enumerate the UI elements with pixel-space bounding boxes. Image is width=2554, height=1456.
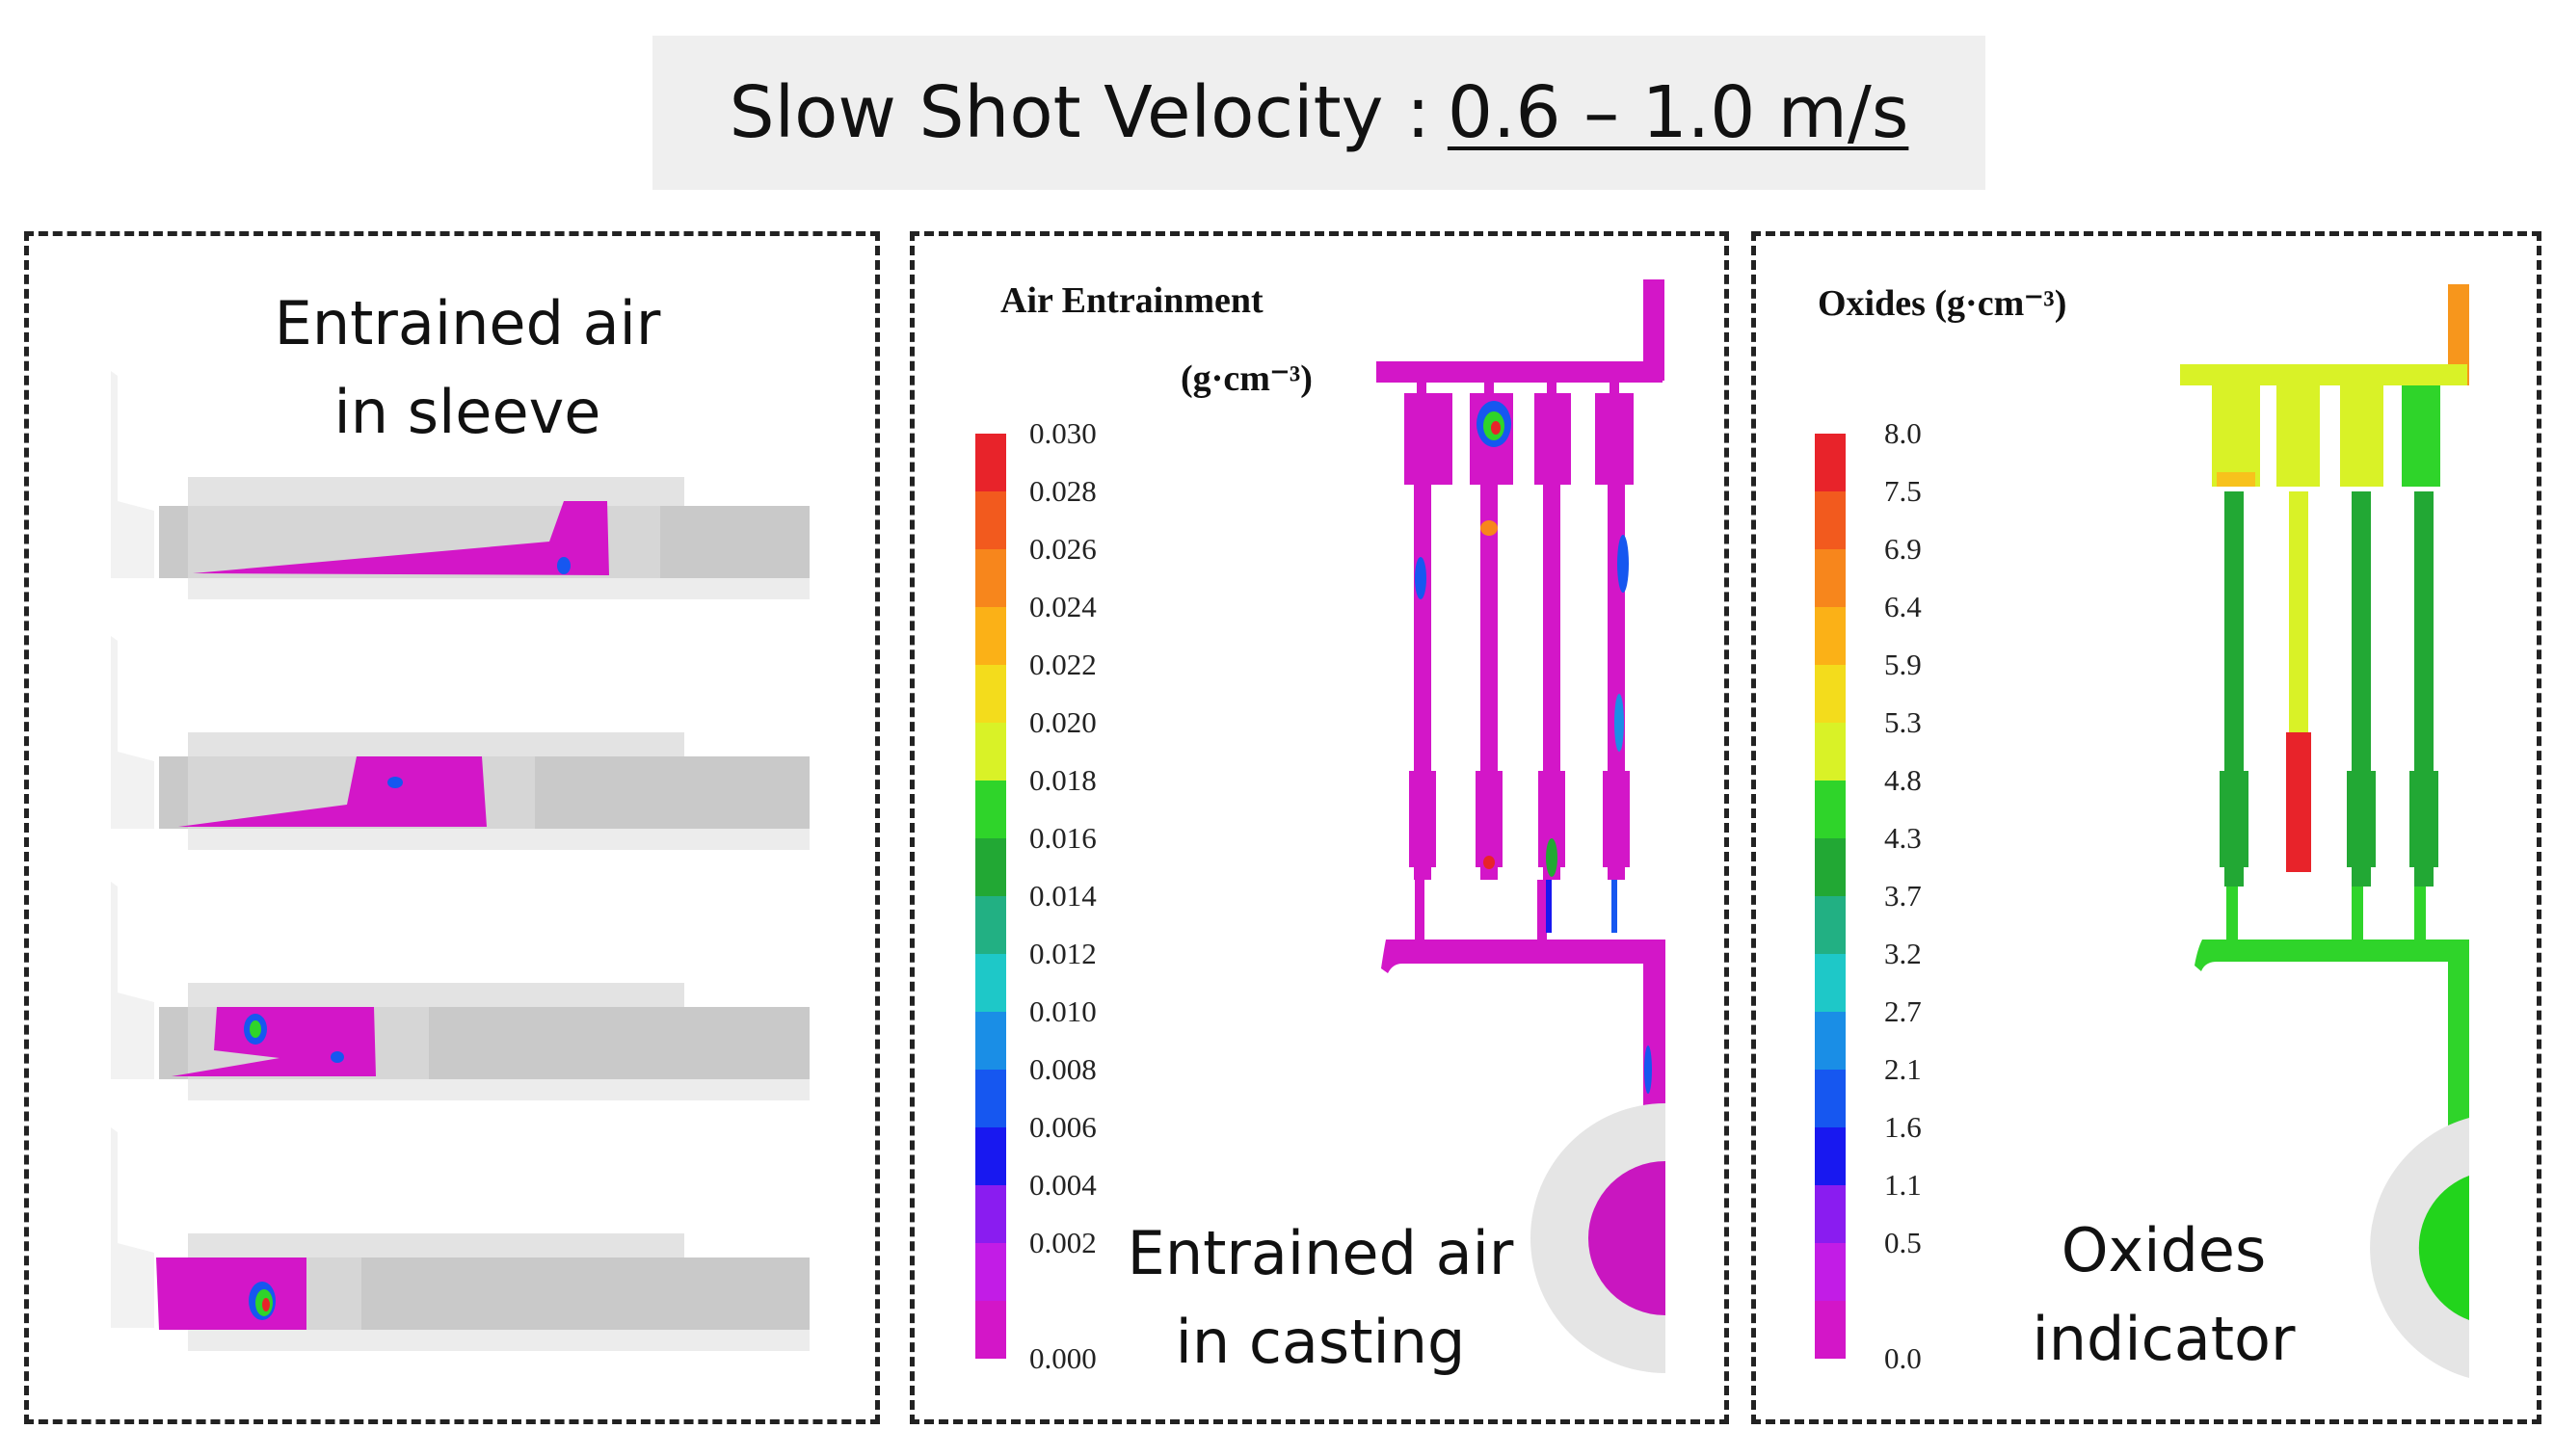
- air-tick-label: 0.030: [1029, 416, 1097, 450]
- sleeve-caption: Entrained air in sleeve: [193, 279, 742, 457]
- title-label: Slow Shot Velocity :: [729, 71, 1430, 154]
- air-tick-label: 0.014: [1029, 879, 1097, 913]
- oxides-tick-label: 3.7: [1884, 879, 1922, 913]
- air-colorbar-segment: [975, 1243, 1006, 1301]
- air-tick-label: 0.018: [1029, 763, 1097, 797]
- oxides-colorbar-segment: [1815, 1185, 1846, 1243]
- oxides-caption-line2: indicator: [2032, 1304, 2296, 1374]
- air-colorbar-segment: [975, 781, 1006, 838]
- oxides-caption-line1: Oxides: [2061, 1215, 2267, 1285]
- air-colorbar-segment: [975, 434, 1006, 491]
- air-panel: [910, 231, 1729, 1424]
- air-colorbar-segment: [975, 723, 1006, 781]
- oxides-tick-label: 5.3: [1884, 705, 1922, 739]
- oxides-tick-label: 6.4: [1884, 590, 1922, 623]
- air-colorbar-segment: [975, 665, 1006, 723]
- sleeve-stage-2: [111, 636, 810, 850]
- oxides-colorbar-segment: [1815, 1243, 1846, 1301]
- oxides-tick-label: 1.6: [1884, 1110, 1922, 1144]
- air-tick-label: 0.004: [1029, 1168, 1097, 1202]
- air-tick-label: 0.028: [1029, 474, 1097, 508]
- air-caption-line1: Entrained air: [1127, 1218, 1514, 1288]
- oxides-panel: [1751, 231, 2541, 1424]
- air-caption: Entrained air in casting: [1108, 1209, 1532, 1387]
- oxides-colorbar-segment: [1815, 491, 1846, 549]
- oxides-colorbar-segment: [1815, 1301, 1846, 1359]
- oxides-colorbar-segment: [1815, 723, 1846, 781]
- oxides-tick-label: 5.9: [1884, 648, 1922, 681]
- oxides-colorbar-segment: [1815, 434, 1846, 491]
- oxides-colorbar-segment: [1815, 549, 1846, 607]
- air-colorbar-segment: [975, 1301, 1006, 1359]
- air-tick-label: 0.012: [1029, 937, 1097, 970]
- oxides-tick-label: 4.8: [1884, 763, 1922, 797]
- oxides-colorbar-segment: [1815, 954, 1846, 1012]
- oxides-colorbar-segment: [1815, 781, 1846, 838]
- oxides-tick-label: 7.5: [1884, 474, 1922, 508]
- air-legend-unit: (g·cm⁻³): [1181, 358, 1313, 399]
- oxides-tick-label: 0.0: [1884, 1341, 1922, 1375]
- oxides-colorbar-segment: [1815, 665, 1846, 723]
- oxides-tick-label: 4.3: [1884, 821, 1922, 855]
- oxides-tick-label: 3.2: [1884, 937, 1922, 970]
- sleeve-stage-3: [111, 882, 810, 1100]
- oxides-tick-label: 1.1: [1884, 1168, 1922, 1202]
- air-legend-title: Air Entrainment: [1000, 280, 1264, 321]
- oxides-tick-label: 2.1: [1884, 1052, 1922, 1086]
- air-tick-label: 0.000: [1029, 1341, 1097, 1375]
- title-value: 0.6 – 1.0 m/s: [1447, 71, 1909, 154]
- air-tick-label: 0.006: [1029, 1110, 1097, 1144]
- sleeve-stage-4: [111, 1127, 810, 1351]
- air-colorbar-segment: [975, 1070, 1006, 1127]
- oxides-colorbar-segment: [1815, 1012, 1846, 1070]
- oxides-tick-label: 0.5: [1884, 1226, 1922, 1259]
- air-tick-label: 0.008: [1029, 1052, 1097, 1086]
- air-colorbar-segment: [975, 896, 1006, 954]
- oxides-caption: Oxides indicator: [1947, 1206, 2381, 1384]
- oxides-colorbar-segment: [1815, 896, 1846, 954]
- air-tick-label: 0.016: [1029, 821, 1097, 855]
- oxides-colorbar-segment: [1815, 838, 1846, 896]
- oxides-legend-title: Oxides (g·cm⁻³): [1818, 283, 2067, 324]
- air-tick-label: 0.020: [1029, 705, 1097, 739]
- title-box: Slow Shot Velocity : 0.6 – 1.0 m/s: [652, 36, 1985, 190]
- air-tick-label: 0.010: [1029, 994, 1097, 1028]
- air-colorbar-segment: [975, 954, 1006, 1012]
- oxides-colorbar-segment: [1815, 607, 1846, 665]
- air-tick-label: 0.002: [1029, 1226, 1097, 1259]
- oxides-tick-label: 6.9: [1884, 532, 1922, 566]
- sleeve-panel: [24, 231, 880, 1424]
- air-colorbar-segment: [975, 491, 1006, 549]
- sleeve-caption-line2: in sleeve: [333, 377, 601, 447]
- oxides-tick-label: 2.7: [1884, 994, 1922, 1028]
- air-caption-line2: in casting: [1175, 1307, 1466, 1377]
- air-colorbar-segment: [975, 1127, 1006, 1185]
- air-tick-label: 0.022: [1029, 648, 1097, 681]
- oxides-colorbar-segment: [1815, 1127, 1846, 1185]
- air-colorbar-segment: [975, 1012, 1006, 1070]
- air-tick-label: 0.026: [1029, 532, 1097, 566]
- air-tick-label: 0.024: [1029, 590, 1097, 623]
- air-colorbar-segment: [975, 1185, 1006, 1243]
- air-colorbar-segment: [975, 838, 1006, 896]
- sleeve-stage-1: [111, 371, 810, 599]
- air-colorbar-segment: [975, 549, 1006, 607]
- oxides-colorbar-segment: [1815, 1070, 1846, 1127]
- sleeve-caption-line1: Entrained air: [274, 288, 661, 358]
- air-colorbar-segment: [975, 607, 1006, 665]
- oxides-tick-label: 8.0: [1884, 416, 1922, 450]
